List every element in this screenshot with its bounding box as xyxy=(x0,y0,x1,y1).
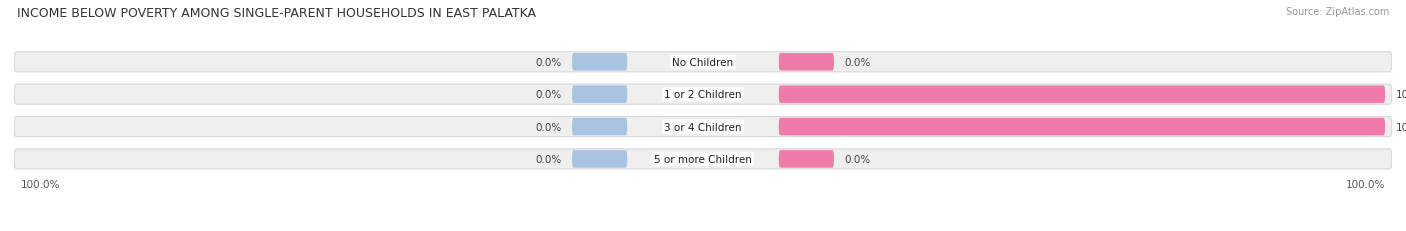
Text: 3 or 4 Children: 3 or 4 Children xyxy=(664,122,742,132)
Text: 100.0%: 100.0% xyxy=(1346,179,1385,189)
FancyBboxPatch shape xyxy=(572,86,627,103)
Text: 0.0%: 0.0% xyxy=(536,90,562,100)
FancyBboxPatch shape xyxy=(14,149,1392,169)
Legend: Single Father, Single Mother: Single Father, Single Mother xyxy=(599,228,807,231)
Text: 0.0%: 0.0% xyxy=(844,58,870,67)
Text: 0.0%: 0.0% xyxy=(536,154,562,164)
FancyBboxPatch shape xyxy=(779,151,834,168)
FancyBboxPatch shape xyxy=(779,54,834,71)
FancyBboxPatch shape xyxy=(572,118,627,136)
Text: 0.0%: 0.0% xyxy=(536,122,562,132)
FancyBboxPatch shape xyxy=(572,151,627,168)
Text: 100.0%: 100.0% xyxy=(21,179,60,189)
FancyBboxPatch shape xyxy=(14,85,1392,105)
Text: 100.0%: 100.0% xyxy=(1395,122,1406,132)
Text: 1 or 2 Children: 1 or 2 Children xyxy=(664,90,742,100)
FancyBboxPatch shape xyxy=(14,117,1392,137)
Text: 5 or more Children: 5 or more Children xyxy=(654,154,752,164)
Text: No Children: No Children xyxy=(672,58,734,67)
FancyBboxPatch shape xyxy=(779,86,1385,103)
Text: 100.0%: 100.0% xyxy=(1395,90,1406,100)
FancyBboxPatch shape xyxy=(779,118,1385,136)
FancyBboxPatch shape xyxy=(572,54,627,71)
Text: INCOME BELOW POVERTY AMONG SINGLE-PARENT HOUSEHOLDS IN EAST PALATKA: INCOME BELOW POVERTY AMONG SINGLE-PARENT… xyxy=(17,7,536,20)
Text: 0.0%: 0.0% xyxy=(536,58,562,67)
Text: 0.0%: 0.0% xyxy=(844,154,870,164)
FancyBboxPatch shape xyxy=(14,52,1392,73)
Text: Source: ZipAtlas.com: Source: ZipAtlas.com xyxy=(1285,7,1389,17)
